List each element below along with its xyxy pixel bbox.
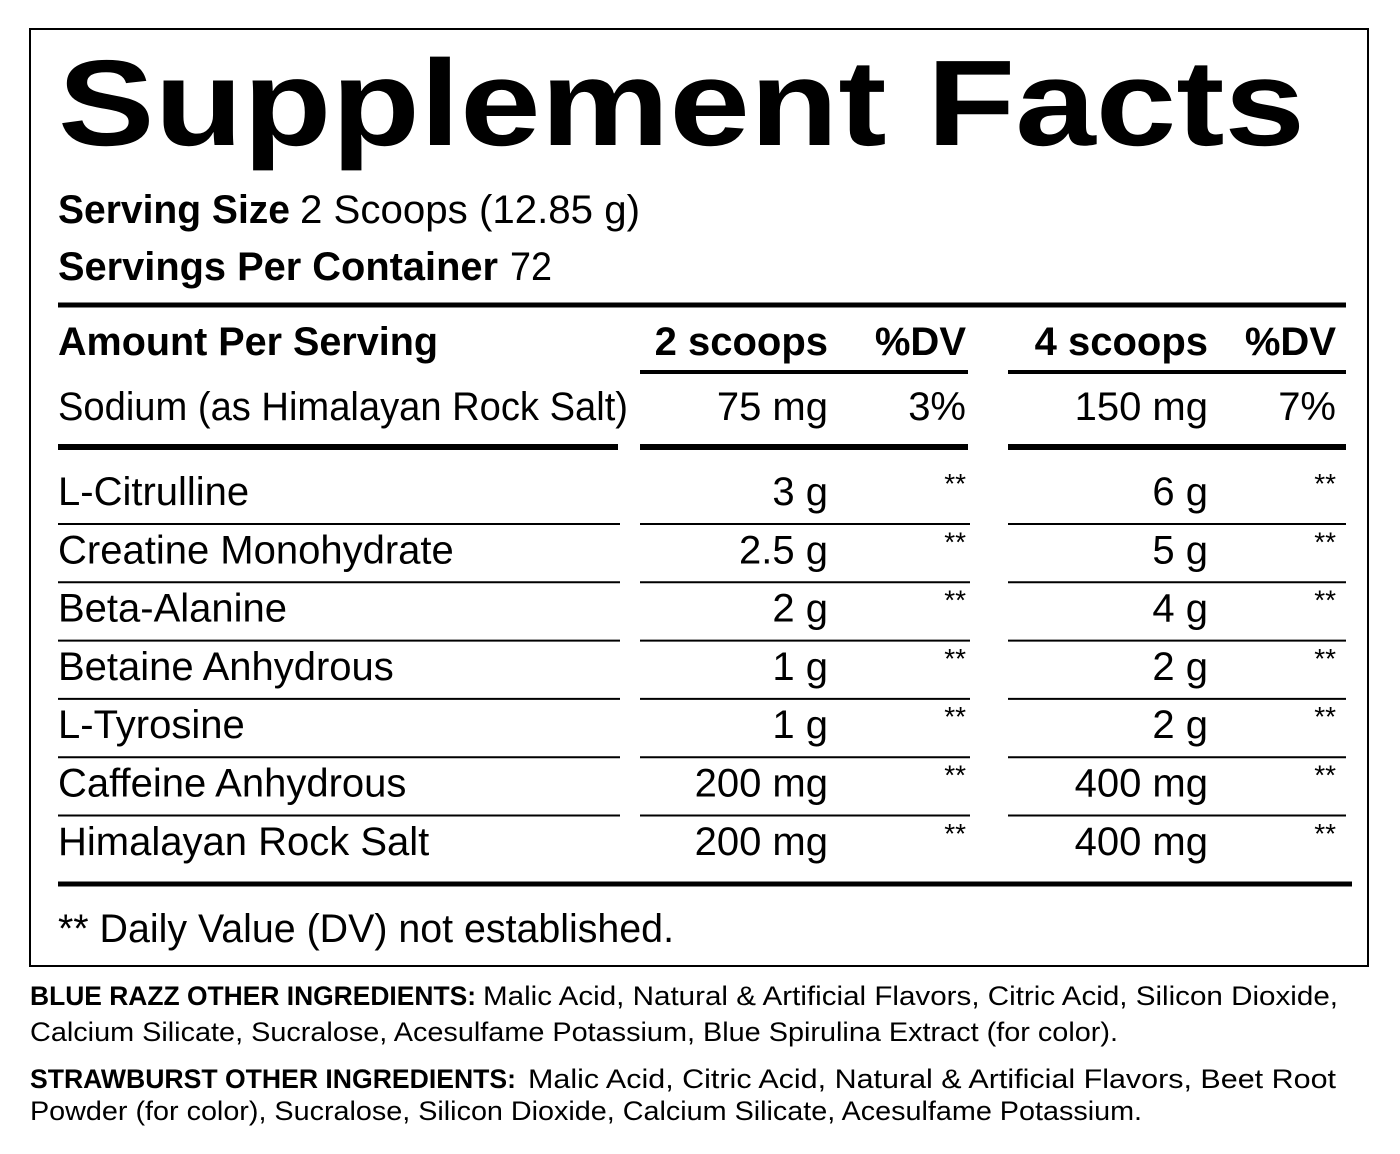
- other-ingredients-text: Malic Acid, Citric Acid, Natural & Artif…: [528, 1064, 1337, 1094]
- other-ingredients-label: STRAWBURST OTHER INGREDIENTS:: [30, 1064, 516, 1094]
- serving-label: Serving Size: [58, 188, 290, 232]
- footnote: ** Daily Value (DV) not established.: [58, 907, 674, 951]
- amount: 400 mg: [1075, 762, 1208, 806]
- daily-value: 7%: [1278, 385, 1336, 429]
- amount: 5 g: [1152, 528, 1208, 572]
- amount: 1 g: [772, 645, 828, 689]
- amount: 150 mg: [1075, 385, 1208, 429]
- daily-value: **: [944, 760, 966, 791]
- daily-value: **: [1314, 701, 1336, 732]
- amount: 2 g: [1152, 703, 1208, 747]
- title: Supplement Facts: [58, 35, 1305, 171]
- column-header: %DV: [875, 320, 966, 364]
- daily-value: **: [944, 585, 966, 616]
- daily-value: 3%: [908, 385, 966, 429]
- daily-value: **: [944, 818, 966, 849]
- serving-value: 2 Scoops (12.85 g): [300, 188, 640, 232]
- amount: 200 mg: [695, 762, 828, 806]
- amount: 4 g: [1152, 587, 1208, 631]
- other-ingredients-label: BLUE RAZZ OTHER INGREDIENTS:: [30, 981, 476, 1011]
- serving-value: 72: [510, 245, 552, 289]
- ingredient-name: L-Citrulline: [58, 470, 249, 514]
- label-border: [29, 28, 1369, 967]
- ingredient-name: Beta-Alanine: [58, 587, 287, 631]
- amount: 2.5 g: [739, 528, 828, 572]
- daily-value: **: [1314, 585, 1336, 616]
- daily-value: **: [944, 643, 966, 674]
- daily-value: **: [944, 526, 966, 557]
- ingredient-name: Sodium (as Himalayan Rock Salt): [58, 385, 628, 429]
- daily-value: **: [1314, 818, 1336, 849]
- amount: 6 g: [1152, 470, 1208, 514]
- daily-value: **: [1314, 643, 1336, 674]
- amount: 2 g: [1152, 645, 1208, 689]
- amount: 3 g: [772, 470, 828, 514]
- daily-value: **: [1314, 468, 1336, 499]
- column-header: 2 scoops: [655, 320, 828, 364]
- serving-label: Servings Per Container: [58, 245, 498, 289]
- column-header: %DV: [1245, 320, 1336, 364]
- amount: 2 g: [772, 587, 828, 631]
- daily-value: **: [1314, 760, 1336, 791]
- ingredient-name: L-Tyrosine: [58, 703, 245, 747]
- ingredient-name: Himalayan Rock Salt: [58, 820, 429, 864]
- daily-value: **: [944, 701, 966, 732]
- amount: 400 mg: [1075, 820, 1208, 864]
- amount: 1 g: [772, 703, 828, 747]
- amount: 200 mg: [695, 820, 828, 864]
- ingredient-name: Caffeine Anhydrous: [58, 762, 406, 806]
- column-header: 4 scoops: [1035, 320, 1208, 364]
- amount: 75 mg: [717, 385, 828, 429]
- other-ingredients-text: Malic Acid, Natural & Artificial Flavors…: [483, 981, 1338, 1011]
- ingredient-name: Creatine Monohydrate: [58, 528, 454, 572]
- ingredient-name: Betaine Anhydrous: [58, 645, 394, 689]
- other-ingredients-text: Calcium Silicate, Sucralose, Acesulfame …: [30, 1017, 1118, 1047]
- daily-value: **: [1314, 526, 1336, 557]
- daily-value: **: [944, 468, 966, 499]
- column-header-label: Amount Per Serving: [58, 320, 438, 364]
- other-ingredients-text: Powder (for color), Sucralose, Silicon D…: [30, 1096, 1142, 1126]
